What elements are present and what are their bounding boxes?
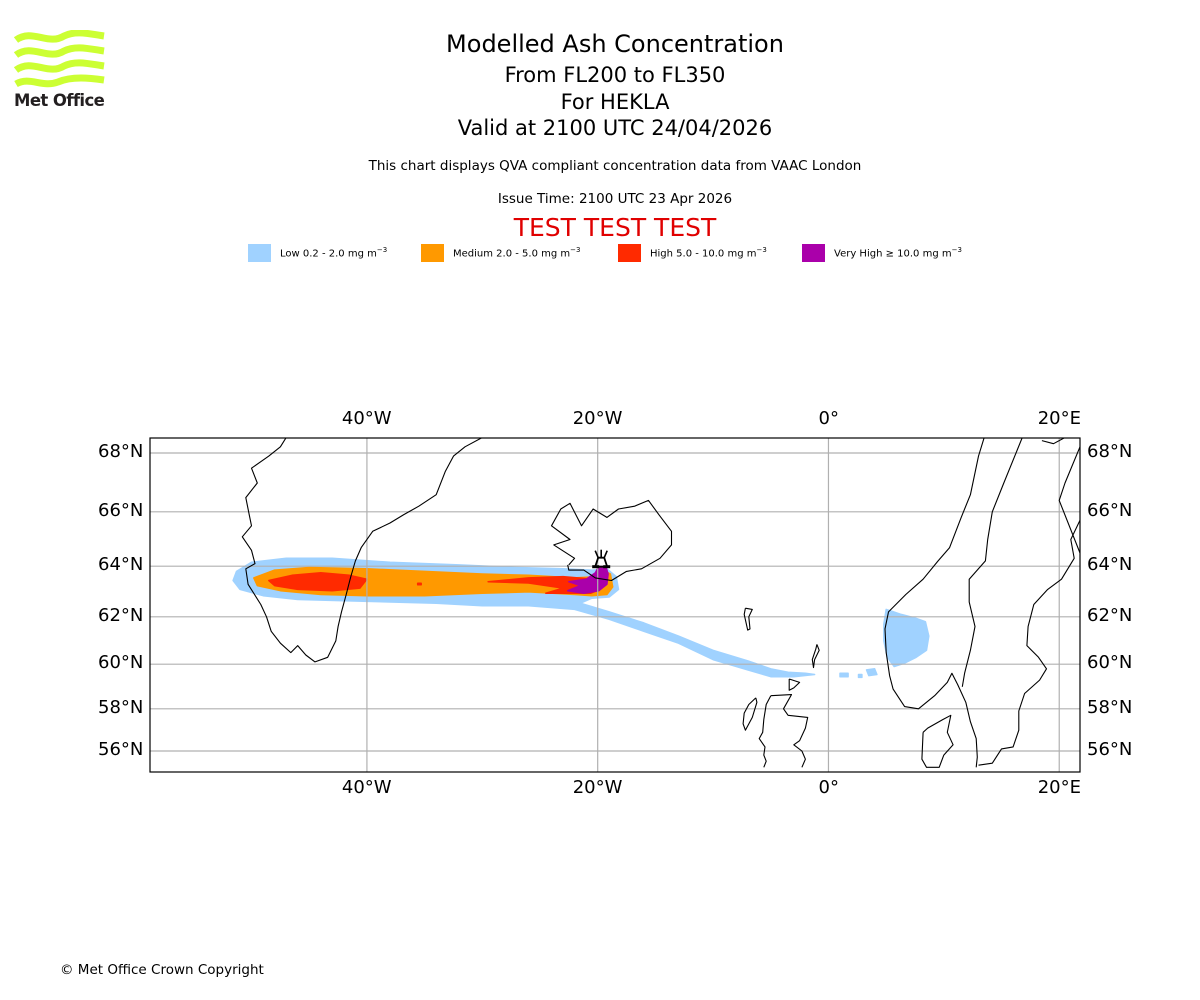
coastline-hebrides [742,697,758,731]
ash-concentration-layer [232,557,930,679]
legend-swatch-low [248,244,271,262]
coastline-sweden-east [978,519,1080,766]
test-banner: TEST TEST TEST [513,213,717,242]
coastline-scotland-west [758,695,772,768]
coastline-scotland [770,694,809,768]
coastline-iceland [550,499,673,582]
coastlines [241,438,1080,768]
legend-label-low: Low 0.2 - 2.0 mg m−3 [280,246,388,260]
copyright: © Met Office Crown Copyright [60,962,264,978]
lat-tick-label-left: 64°N [98,554,144,576]
lon-tick-label-top: 0° [818,408,839,429]
met-office-logo: Met Office [14,30,108,112]
volcano-marker [592,549,611,569]
lat-tick-label-right: 60°N [1087,652,1133,674]
ash-region-low [883,608,930,668]
ash-region-low [839,672,849,678]
lon-tick-label-bottom: 20°W [572,777,623,798]
graticule [150,438,1080,772]
chart-description: This chart displays QVA compliant concen… [368,158,862,174]
lat-tick-label-left: 68°N [98,441,144,462]
lat-tick-label-right: 62°N [1087,604,1133,626]
coastline-faroes [743,607,753,631]
lon-tick-label-bottom: 0° [818,777,839,798]
legend-item-high: High 5.0 - 10.0 mg m−3 [618,244,767,262]
legend-label-very-high: Very High ≥ 10.0 mg m−3 [834,246,962,260]
lon-tick-label-top: 40°W [341,408,392,429]
ash-region-high [268,571,368,592]
coastline-denmark [921,714,954,768]
flight-level-range: From FL200 to FL350 [504,63,726,87]
legend-item-very-high: Very High ≥ 10.0 mg m−3 [802,244,962,262]
lat-tick-label-left: 66°N [98,499,144,521]
lat-tick-label-left: 60°N [98,652,144,674]
volcano-name: For HEKLA [560,90,670,114]
lat-tick-label-left: 58°N [98,696,144,718]
coastline-norway-sweden-border [961,438,1023,687]
coastline-finland [1058,446,1080,554]
legend-item-low: Low 0.2 - 2.0 mg m−3 [248,244,387,262]
met-office-wave-logo-icon [14,30,105,88]
coastline-orkney [788,678,801,691]
volcano-icon [592,549,611,569]
coastline-sweden-ne [1041,438,1066,445]
ash-region-low [865,668,878,677]
legend-label-medium: Medium 2.0 - 5.0 mg m−3 [453,246,581,260]
lat-tick-label-left: 62°N [98,604,144,626]
lon-tick-label-top: 20°W [572,408,623,429]
lon-tick-label-bottom: 40°W [341,777,392,798]
legend-swatch-high [618,244,641,262]
map-frame [149,437,1081,773]
ash-region-low [857,673,863,679]
legend-item-medium: Medium 2.0 - 5.0 mg m−3 [421,244,580,262]
valid-time: Valid at 2100 UTC 24/04/2026 [457,116,773,140]
coastline-shetland [811,644,820,669]
lat-tick-label-right: 58°N [1087,696,1133,718]
issue-time: Issue Time: 2100 UTC 23 Apr 2026 [497,191,733,207]
logo-text: Met Office [14,91,105,110]
lon-tick-label-top: 20°E [1037,408,1081,429]
legend-label-high: High 5.0 - 10.0 mg m−3 [650,246,767,260]
lat-tick-label-right: 66°N [1087,499,1133,521]
lat-tick-label-right: 64°N [1087,554,1133,576]
coastline-norway [884,438,985,768]
legend-swatch-medium [421,244,444,262]
lat-tick-label-left: 56°N [98,739,144,760]
lat-tick-label-right: 56°N [1087,739,1133,760]
legend-swatch-very-high [802,244,825,262]
coastline-greenland [241,438,483,663]
lon-tick-label-bottom: 20°E [1037,777,1081,798]
lat-tick-label-right: 68°N [1087,441,1133,462]
ash-region-high [416,582,422,586]
chart-title: Modelled Ash Concentration [446,30,784,58]
